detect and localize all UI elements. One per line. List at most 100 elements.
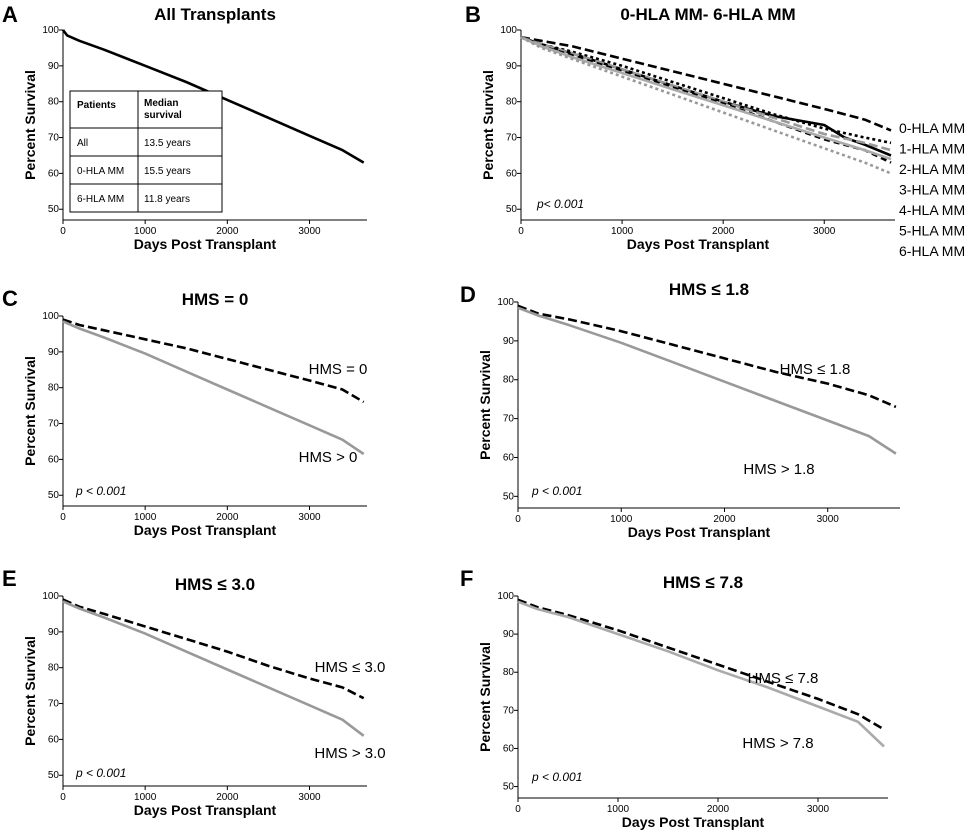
y-tick-label: 50	[48, 770, 60, 781]
x-tick-label: 2000	[713, 514, 736, 525]
series-label: HMS ≤ 1.8	[780, 361, 851, 378]
y-tick-label: 90	[48, 627, 60, 638]
y-tick-label: 100	[42, 591, 59, 602]
table-cell-median: 13.5 years	[144, 138, 191, 149]
x-tick-label: 2000	[707, 804, 730, 815]
table-cell-patients: 6-HLA MM	[77, 194, 124, 205]
series-line-hms-7-8	[517, 598, 885, 731]
chart-title: HMS = 0	[182, 290, 249, 309]
series-line-hms-1-8	[517, 306, 897, 455]
panel-letter: F	[460, 566, 473, 591]
x-tick-label: 2000	[216, 226, 239, 237]
y-tick-label: 100	[500, 25, 517, 36]
series-line-3-hla-mm	[520, 35, 892, 152]
y-tick-label: 70	[503, 414, 515, 425]
y-tick-label: 90	[503, 336, 515, 347]
x-tick-label: 0	[515, 514, 521, 525]
panel-letter: D	[460, 282, 476, 307]
x-axis-label: Days Post Transplant	[134, 522, 277, 538]
chart-title: 0-HLA MM- 6-HLA MM	[620, 5, 795, 24]
series-line-hms-3-0	[62, 600, 365, 737]
x-axis-label: Days Post Transplant	[622, 814, 765, 830]
x-tick-label: 1000	[134, 226, 157, 237]
y-tick-label: 80	[48, 97, 60, 108]
table-header-word: survival	[144, 110, 182, 121]
y-tick-label: 100	[42, 25, 59, 36]
legend-entry: 4-HLA MM	[899, 202, 965, 218]
y-tick-label: 100	[497, 297, 514, 308]
series-line-hms-7-8	[517, 600, 885, 748]
y-tick-label: 90	[48, 347, 60, 358]
chart-title: All Transplants	[154, 5, 276, 24]
y-tick-label: 50	[506, 204, 518, 215]
y-tick-label: 90	[506, 61, 518, 72]
series-label: HMS > 1.8	[743, 461, 814, 478]
y-tick-label: 90	[503, 629, 515, 640]
x-tick-label: 0	[60, 512, 66, 523]
chart-title: HMS ≤ 3.0	[175, 575, 255, 594]
series-label: HMS ≤ 3.0	[315, 659, 386, 676]
y-tick-label: 60	[506, 168, 518, 179]
y-tick-label: 80	[503, 375, 515, 386]
y-axis-label: Percent Survival	[22, 636, 38, 746]
y-tick-label: 50	[48, 204, 60, 215]
x-tick-label: 2000	[216, 512, 239, 523]
x-tick-label: 0	[60, 792, 66, 803]
y-tick-label: 70	[48, 699, 60, 710]
y-axis-label: Percent Survival	[477, 350, 493, 460]
y-axis-label: Percent Survival	[477, 642, 493, 752]
y-tick-label: 70	[503, 705, 515, 716]
x-tick-label: 2000	[712, 226, 735, 237]
series-line-hms-0	[62, 320, 365, 456]
x-axis-label: Days Post Transplant	[134, 802, 277, 818]
y-tick-label: 60	[48, 168, 60, 179]
table-header-word: Median	[144, 98, 178, 109]
y-tick-label: 80	[506, 97, 518, 108]
x-tick-label: 3000	[298, 512, 321, 523]
p-value: p < 0.001	[75, 484, 126, 498]
panel-letter: B	[465, 2, 481, 27]
table-cell-median: 11.8 years	[144, 194, 190, 205]
x-tick-label: 0	[60, 226, 66, 237]
x-tick-label: 3000	[298, 226, 321, 237]
x-tick-label: 1000	[134, 792, 157, 803]
table-cell-patients: 0-HLA MM	[77, 166, 124, 177]
y-tick-label: 50	[48, 490, 60, 501]
series-label: HMS > 7.8	[742, 735, 813, 752]
series-line-all	[61, 29, 365, 164]
legend-entry: 5-HLA MM	[899, 223, 965, 239]
p-value: p < 0.001	[531, 770, 582, 784]
series-line-hms-3-0	[62, 598, 365, 700]
x-tick-label: 1000	[607, 804, 630, 815]
table-border	[69, 90, 223, 213]
series-line-hms-1-8	[517, 304, 897, 409]
y-tick-label: 80	[503, 667, 515, 678]
x-tick-label: 0	[515, 804, 521, 815]
legend-entry: 3-HLA MM	[899, 182, 965, 198]
panel-letter: C	[2, 286, 18, 311]
y-axis-label: Percent Survival	[22, 356, 38, 466]
x-tick-label: 3000	[817, 514, 840, 525]
y-tick-label: 50	[503, 782, 515, 793]
y-tick-label: 90	[48, 61, 60, 72]
y-tick-label: 80	[48, 663, 60, 674]
series-label: HMS > 3.0	[314, 745, 385, 762]
p-value: p < 0.001	[531, 484, 582, 498]
legend-entry: 0-HLA MM	[899, 120, 965, 136]
x-tick-label: 3000	[807, 804, 830, 815]
y-tick-label: 50	[503, 491, 515, 502]
x-axis-label: Days Post Transplant	[628, 524, 771, 540]
table-cell-median: 15.5 years	[144, 166, 191, 177]
y-tick-label: 80	[48, 383, 60, 394]
y-tick-label: 60	[48, 734, 60, 745]
y-axis-label: Percent Survival	[480, 70, 496, 180]
y-tick-label: 70	[48, 133, 60, 144]
table-header-median-survival: Median survival	[144, 98, 182, 121]
panel-letter: A	[2, 2, 18, 27]
x-axis-label: Days Post Transplant	[627, 236, 770, 252]
y-tick-label: 100	[497, 591, 514, 602]
